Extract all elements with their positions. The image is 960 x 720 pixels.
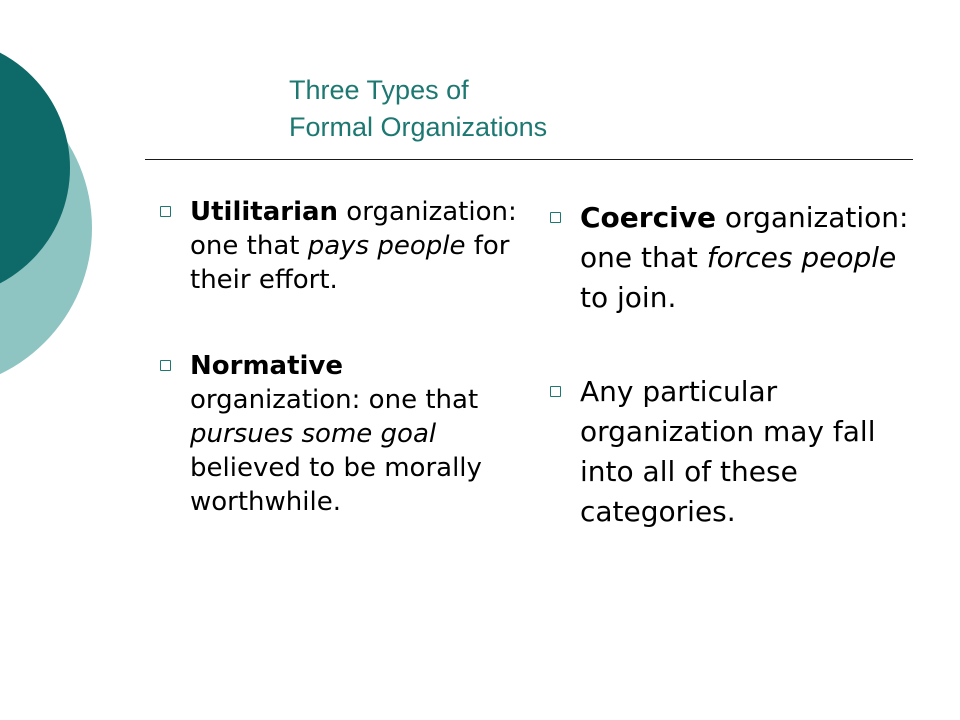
text-after: for their effort.	[190, 231, 510, 295]
right-column: Coercive organization: one that forces p…	[550, 198, 910, 532]
title-line-1: Three Types of	[289, 75, 469, 105]
text-after: to join.	[580, 281, 677, 314]
bullet-item-utilitarian: Utilitarian organization: one that pays …	[160, 195, 520, 297]
square-bullet-icon	[160, 206, 171, 217]
term: Utilitarian	[190, 197, 339, 227]
term: Normative	[190, 351, 344, 381]
bullet-text: Coercive organization: one that forces p…	[580, 198, 910, 318]
title-line-2: Formal Organizations	[289, 112, 548, 142]
bullet-item-normative: Normative organization: one that pursues…	[160, 349, 520, 519]
bullet-text: Normative organization: one that pursues…	[190, 349, 520, 519]
square-bullet-icon	[550, 386, 561, 397]
bullet-item-categories-note: Any particular organization may fall int…	[550, 372, 910, 532]
text-before: organization: one that	[190, 385, 479, 415]
text-after: believed to be morally worthwhile.	[190, 453, 482, 517]
title-divider	[145, 159, 913, 160]
term: Coercive	[580, 201, 717, 234]
emphasis: pays people	[307, 231, 466, 261]
emphasis: forces people	[706, 241, 897, 274]
bullet-item-coercive: Coercive organization: one that forces p…	[550, 198, 910, 318]
slide-title: Three Types of Formal Organizations	[289, 72, 547, 146]
text-before: organization: one that	[580, 201, 909, 274]
square-bullet-icon	[550, 212, 561, 223]
square-bullet-icon	[160, 360, 171, 371]
left-column: Utilitarian organization: one that pays …	[160, 195, 520, 519]
bullet-text: Utilitarian organization: one that pays …	[190, 195, 520, 297]
text-before: organization: one that	[190, 197, 517, 261]
bullet-text: Any particular organization may fall int…	[580, 375, 876, 528]
decorative-circles	[0, 0, 120, 400]
emphasis: pursues some goal	[190, 419, 437, 449]
